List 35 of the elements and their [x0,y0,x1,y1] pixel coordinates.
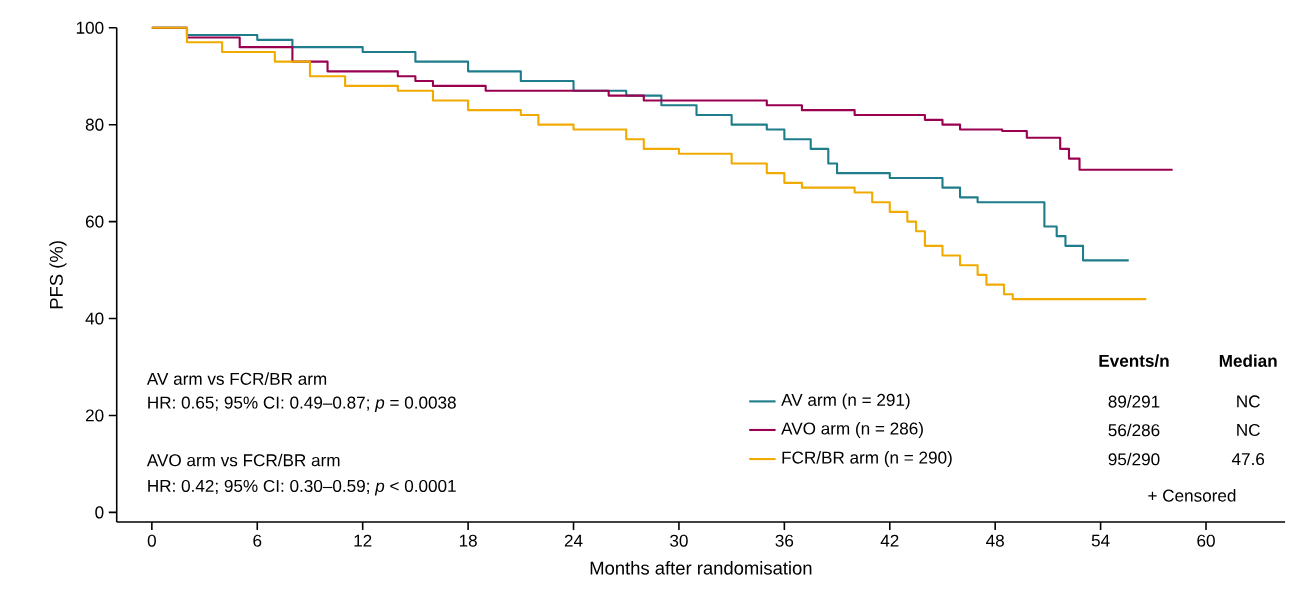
legend-label: AVO arm (n = 286) [781,421,923,438]
y-tick-label: 0 [95,506,104,519]
y-axis-title: PFS (%) [49,241,67,309]
legend-label: FCR/BR arm (n = 290) [782,450,952,467]
x-tick-label: 60 [1197,534,1215,547]
x-tick-label: 54 [1091,534,1110,547]
annotation: + Censored [1148,488,1236,502]
x-tick-label: 6 [253,534,262,547]
annotation: HR: 0.65; 95% CI: 0.49–0.87; p = 0.0038 [148,396,456,412]
x-tick-label: 0 [147,534,156,547]
annotation: AVO arm vs FCR/BR arm [146,453,340,467]
annotation: NC [1237,395,1260,408]
annotation: Events/n [1099,354,1169,367]
annotation: HR: 0.42; 95% CI: 0.30–0.59; p < 0.0001 [148,479,456,496]
x-tick-label: 12 [354,534,372,547]
y-tick-label: 60 [85,215,104,228]
annotation: 56/286 [1108,423,1160,437]
y-tick-label: 40 [85,312,104,325]
annotation: 47.6 [1231,452,1265,465]
x-tick-label: 30 [670,534,688,547]
x-tick-label: 24 [564,534,583,547]
annotation: NC [1237,423,1260,436]
y-tick-label: 80 [85,118,104,131]
x-axis-title: Months after randomisation [590,560,812,575]
x-tick-label: 36 [775,534,794,547]
legend-label: AV arm (n = 291) [781,393,910,410]
y-tick-label: 100 [76,21,104,34]
x-tick-label: 18 [459,534,477,547]
x-tick-label: 48 [986,534,1004,547]
x-tick-label: 42 [880,534,899,547]
annotation: Median [1219,354,1277,367]
y-tick-label: 20 [85,409,104,422]
annotation: 89/291 [1108,394,1160,408]
annotation: AV arm vs FCR/BR arm [146,372,327,385]
annotation: 95/290 [1108,452,1160,466]
